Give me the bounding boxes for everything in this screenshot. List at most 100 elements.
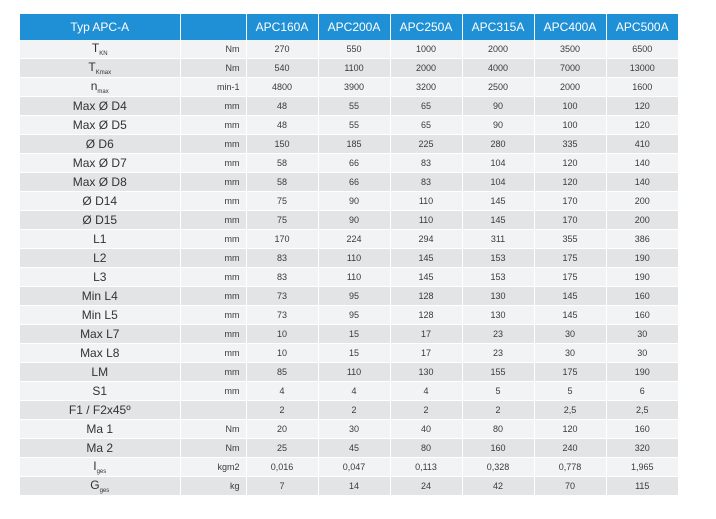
parameter-symbol: Max Ø D5 [72, 118, 127, 132]
value-cell: 190 [606, 362, 678, 382]
value-cell: 83 [246, 248, 319, 268]
value-cell: 0,047 [318, 457, 391, 477]
value-cell: 13000 [606, 58, 678, 78]
parameter-symbol: Ø D15 [82, 213, 118, 227]
value-cell: 104 [462, 172, 535, 192]
parameter-symbol: Ma 2 [86, 441, 114, 455]
unit-cell: mm [180, 229, 247, 249]
value-cell: 90 [318, 191, 391, 211]
table-row: Ø D6 mm 150 185 225 280 335 410 [20, 134, 678, 154]
value-cell: 110 [318, 267, 391, 287]
table-row: TKmax Nm 540 1100 2000 4000 7000 13000 [20, 58, 678, 78]
parameter-cell: Max Ø D7 [20, 153, 181, 173]
value-cell: 130 [390, 362, 463, 382]
table-row: Gges kg 7 14 24 42 70 115 [20, 476, 678, 496]
value-cell: 150 [246, 134, 319, 154]
value-cell: 23 [462, 343, 535, 363]
value-cell: 2000 [390, 58, 463, 78]
unit-cell: min-1 [180, 77, 247, 97]
value-cell: 128 [390, 305, 463, 325]
value-cell: 128 [390, 286, 463, 306]
value-cell: 410 [606, 134, 678, 154]
parameter-cell: S1 [20, 381, 181, 401]
value-cell: 10 [246, 324, 319, 344]
value-cell: 190 [606, 248, 678, 268]
value-cell: 170 [246, 229, 319, 249]
unit-cell: mm [180, 172, 247, 192]
value-cell: 73 [246, 286, 319, 306]
value-cell: 45 [318, 438, 391, 458]
table-row: F1 / F2x45º 2 2 2 2 2,5 2,5 [20, 400, 678, 420]
value-cell: 83 [246, 267, 319, 287]
value-cell: 130 [462, 286, 535, 306]
value-cell: 4 [318, 381, 391, 401]
table-row: Max L7 mm 10 15 17 23 30 30 [20, 324, 678, 344]
value-cell: 2500 [462, 77, 535, 97]
parameter-cell: Ø D14 [20, 191, 181, 211]
value-cell: 120 [534, 153, 607, 173]
value-cell: 0,328 [462, 457, 535, 477]
value-cell: 95 [318, 305, 391, 325]
value-cell: 48 [246, 96, 319, 116]
value-cell: 4000 [462, 58, 535, 78]
parameter-cell: L2 [20, 248, 181, 268]
value-cell: 160 [606, 419, 678, 439]
value-cell: 130 [462, 305, 535, 325]
parameter-cell: Max L8 [20, 343, 181, 363]
value-cell: 386 [606, 229, 678, 249]
value-cell: 7000 [534, 58, 607, 78]
header-unit-cell [180, 14, 247, 40]
value-cell: 2 [462, 400, 535, 420]
parameter-cell: Max L7 [20, 324, 181, 344]
value-cell: 30 [606, 343, 678, 363]
spec-table-container: Typ APC-A APC160A APC200A APC250A APC315… [20, 14, 678, 496]
value-cell: 75 [246, 210, 319, 230]
value-cell: 10 [246, 343, 319, 363]
parameter-cell: F1 / F2x45º [20, 400, 181, 420]
value-cell: 120 [534, 172, 607, 192]
header-model: APC200A [318, 14, 391, 40]
unit-cell: mm [180, 381, 247, 401]
value-cell: 0,778 [534, 457, 607, 477]
table-row: nmax min-1 4800 3900 3200 2500 2000 1600 [20, 77, 678, 97]
unit-cell: mm [180, 324, 247, 344]
header-row: Typ APC-A APC160A APC200A APC250A APC315… [20, 14, 678, 40]
parameter-symbol: Min L4 [81, 289, 118, 303]
value-cell: 140 [606, 172, 678, 192]
table-row: Ma 1 Nm 20 30 40 80 120 160 [20, 419, 678, 439]
parameter-subscript: KN [99, 51, 108, 57]
value-cell: 311 [462, 229, 535, 249]
spec-table: Typ APC-A APC160A APC200A APC250A APC315… [20, 14, 678, 496]
parameter-symbol: I [93, 459, 97, 473]
value-cell: 3200 [390, 77, 463, 97]
parameter-symbol: Max L8 [80, 346, 120, 360]
unit-cell: mm [180, 362, 247, 382]
value-cell: 294 [390, 229, 463, 249]
unit-cell: mm [180, 305, 247, 325]
value-cell: 120 [606, 96, 678, 116]
value-cell: 42 [462, 476, 535, 496]
value-cell: 73 [246, 305, 319, 325]
value-cell: 320 [606, 438, 678, 458]
parameter-cell: Max Ø D8 [20, 172, 181, 192]
value-cell: 2000 [462, 40, 535, 59]
parameter-symbol: Max Ø D7 [72, 156, 127, 170]
value-cell: 83 [390, 172, 463, 192]
parameter-cell: Ma 2 [20, 438, 181, 458]
value-cell: 48 [246, 115, 319, 135]
table-row: L2 mm 83 110 145 153 175 190 [20, 248, 678, 268]
parameter-symbol: n [90, 79, 98, 93]
value-cell: 2 [246, 400, 319, 420]
value-cell: 25 [246, 438, 319, 458]
value-cell: 100 [534, 96, 607, 116]
value-cell: 2,5 [606, 400, 678, 420]
value-cell: 175 [534, 267, 607, 287]
value-cell: 200 [606, 191, 678, 211]
value-cell: 6500 [606, 40, 678, 59]
value-cell: 5 [534, 381, 607, 401]
parameter-cell: L1 [20, 229, 181, 249]
value-cell: 20 [246, 419, 319, 439]
value-cell: 85 [246, 362, 319, 382]
value-cell: 3500 [534, 40, 607, 59]
unit-cell: Nm [180, 40, 247, 59]
